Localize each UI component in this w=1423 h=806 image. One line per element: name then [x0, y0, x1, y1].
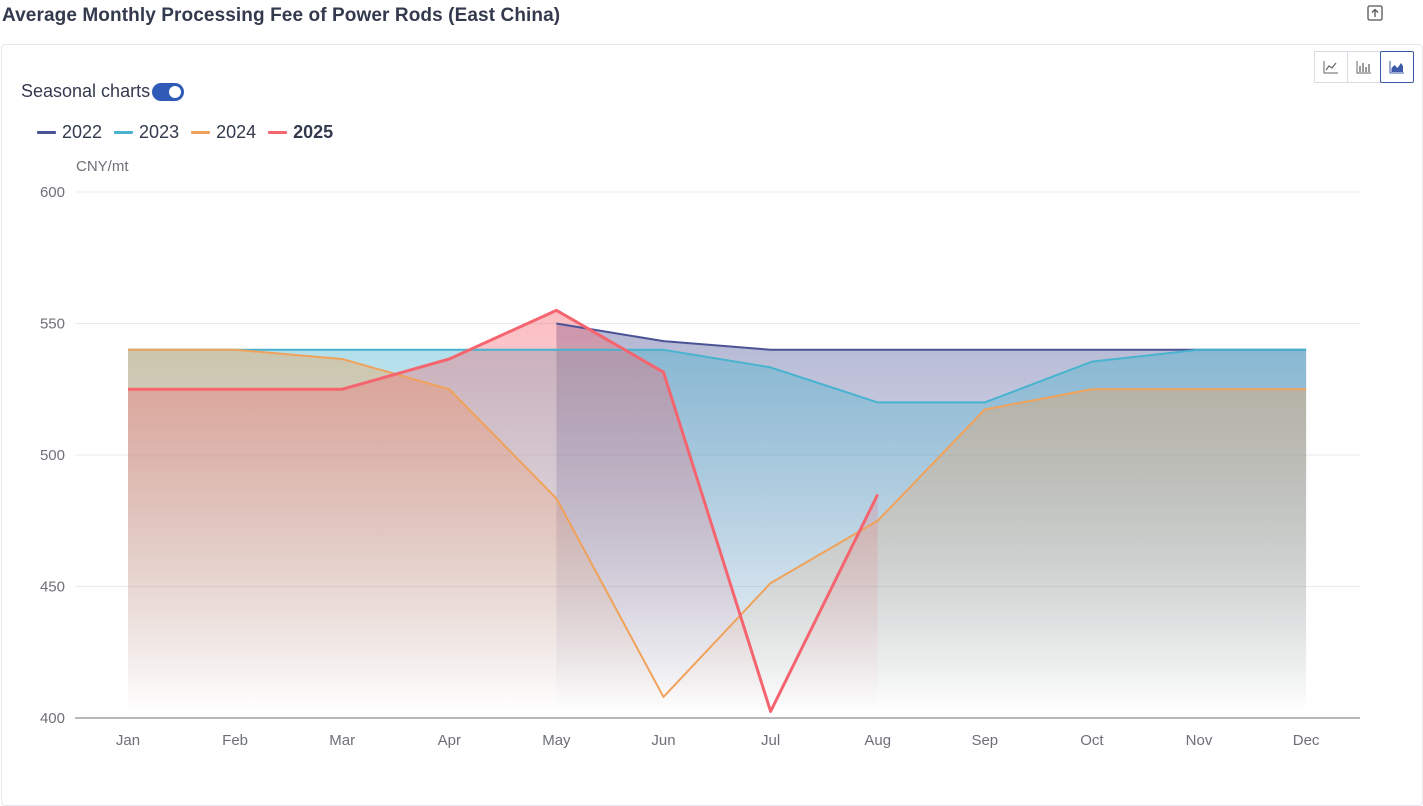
- area-chart-button[interactable]: [1380, 51, 1414, 83]
- x-tick-label: Dec: [1293, 732, 1320, 749]
- y-tick-label: 450: [40, 579, 65, 596]
- area-chart-icon: [1389, 60, 1405, 74]
- y-axis-unit: CNY/mt: [76, 158, 129, 175]
- y-tick-label: 400: [40, 710, 65, 727]
- y-tick-label: 550: [40, 316, 65, 333]
- x-tick-label: Jul: [761, 732, 780, 749]
- x-tick-label: Aug: [864, 732, 891, 749]
- x-tick-label: Apr: [438, 732, 461, 749]
- y-tick-label: 500: [40, 447, 65, 464]
- x-tick-label: Sep: [971, 732, 998, 749]
- x-tick-label: Jun: [651, 732, 675, 749]
- x-tick-label: Oct: [1080, 732, 1104, 749]
- x-tick-label: Mar: [329, 732, 355, 749]
- y-tick-label: 600: [40, 184, 65, 201]
- x-tick-label: May: [542, 732, 571, 749]
- x-tick-label: Feb: [222, 732, 248, 749]
- x-tick-label: Jan: [116, 732, 140, 749]
- x-tick-label: Nov: [1186, 732, 1213, 749]
